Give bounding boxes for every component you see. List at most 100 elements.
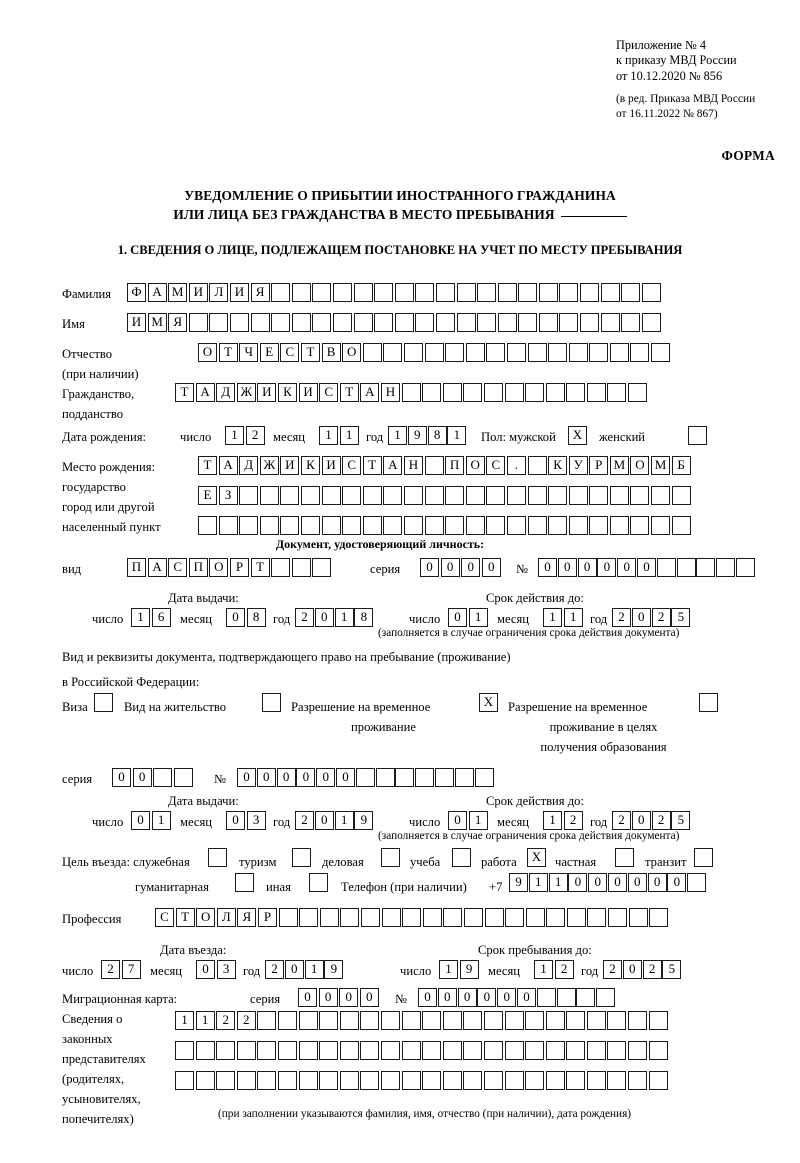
cell[interactable]: А [147,558,167,577]
cell[interactable]: Д [239,456,259,475]
cell[interactable] [443,908,463,927]
cell[interactable] [216,1071,236,1090]
cell[interactable]: А [360,383,380,402]
cell[interactable]: 0 [627,873,647,892]
cell[interactable]: Н [380,383,400,402]
cell[interactable]: К [277,383,297,402]
cell[interactable]: 0 [631,811,651,830]
cell[interactable] [527,343,547,362]
cell[interactable]: 0 [112,768,131,787]
cell[interactable]: 2 [642,960,662,979]
cell[interactable] [548,486,568,505]
cell[interactable] [735,558,755,577]
cell[interactable]: А [195,383,215,402]
cell[interactable] [175,1071,194,1090]
cell[interactable] [342,516,362,535]
cell[interactable] [463,383,483,402]
cell[interactable] [374,283,394,302]
cell[interactable] [628,1041,648,1060]
cell[interactable] [442,1011,462,1030]
cell[interactable]: З [218,486,238,505]
cell[interactable]: Т [250,558,270,577]
cell[interactable]: 2 [265,960,284,979]
cell[interactable] [442,1041,462,1060]
cell[interactable] [291,283,311,302]
cell[interactable] [360,1011,380,1030]
cell[interactable]: 0 [256,768,276,787]
cell[interactable] [566,383,586,402]
cell[interactable] [383,516,403,535]
cell[interactable] [676,558,696,577]
cell[interactable]: С [280,343,300,362]
checkbox-sex-female[interactable] [688,426,707,445]
cell[interactable]: 0 [314,608,334,627]
cell[interactable] [463,1041,483,1060]
cell[interactable]: М [147,313,167,332]
cell[interactable] [319,908,339,927]
cell[interactable] [505,908,525,927]
cell[interactable] [362,486,382,505]
cell[interactable] [559,313,579,332]
cell[interactable] [153,768,173,787]
cell[interactable] [403,343,423,362]
checkbox-purpose-business[interactable] [381,848,400,867]
cell[interactable] [312,313,332,332]
cell[interactable]: 0 [448,608,467,627]
cell[interactable] [236,1071,256,1090]
cell[interactable] [319,1011,339,1030]
cell[interactable]: К [300,456,320,475]
field-legal-rep-line-3[interactable] [175,1071,669,1090]
cell[interactable]: М [609,456,629,475]
cell[interactable]: 1 [468,608,488,627]
cell[interactable]: Я [237,908,257,927]
cell[interactable]: И [229,283,249,302]
cell[interactable] [538,313,558,332]
cell[interactable] [280,486,300,505]
cell[interactable]: 2 [612,608,631,627]
cell[interactable]: 2 [295,608,314,627]
cell[interactable] [300,516,320,535]
cell[interactable] [518,283,538,302]
cell[interactable] [465,516,485,535]
cell[interactable]: 0 [131,811,150,830]
cell[interactable] [525,383,545,402]
cell[interactable] [556,988,576,1007]
cell[interactable] [607,1041,627,1060]
cell[interactable] [548,516,568,535]
cell[interactable]: О [198,343,217,362]
cell[interactable] [497,283,517,302]
cell[interactable] [483,1071,503,1090]
cell[interactable] [504,1041,524,1060]
cell[interactable] [628,1011,648,1030]
cell[interactable]: 0 [667,873,687,892]
cell[interactable]: Е [198,486,217,505]
cell[interactable] [525,1041,545,1060]
cell[interactable]: 8 [246,608,266,627]
cell[interactable] [415,283,435,302]
cell[interactable] [545,1011,565,1030]
cell[interactable] [566,1041,586,1060]
cell[interactable] [383,343,403,362]
cell[interactable] [319,1071,339,1090]
cell[interactable] [422,383,442,402]
field-legal-rep-line-2[interactable] [175,1041,669,1060]
cell[interactable]: Ч [239,343,259,362]
checkbox-purpose-service[interactable] [208,848,227,867]
cell[interactable]: Р [229,558,249,577]
cell[interactable]: А [147,283,167,302]
cell[interactable] [716,558,736,577]
cell[interactable] [518,313,538,332]
cell[interactable] [454,768,474,787]
cell[interactable] [195,1041,215,1060]
cell[interactable] [321,486,341,505]
cell[interactable] [628,1071,648,1090]
cell[interactable]: О [630,456,650,475]
